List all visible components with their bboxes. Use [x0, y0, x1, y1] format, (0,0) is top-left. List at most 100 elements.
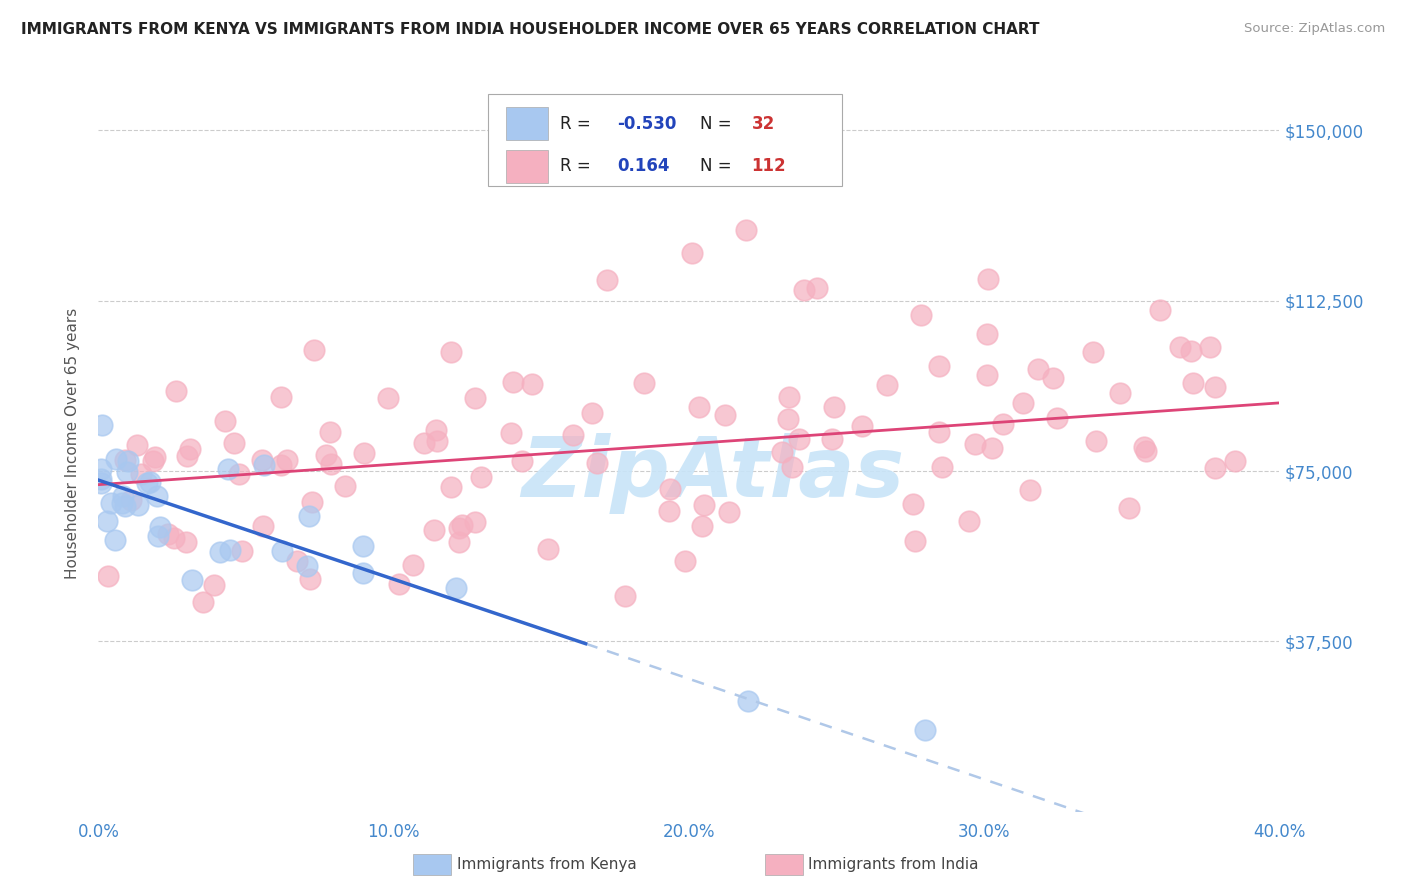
Point: [413, 435, 436, 450]
Point: [219, 543, 242, 558]
Point: [464, 391, 486, 405]
Point: [1199, 340, 1222, 354]
Point: [315, 448, 337, 462]
Point: [1042, 371, 1064, 385]
Point: [520, 376, 543, 391]
Point: [217, 462, 239, 476]
Point: [127, 438, 149, 452]
Point: [770, 445, 793, 459]
Point: [224, 436, 246, 450]
Point: [252, 518, 274, 533]
Point: [806, 281, 828, 295]
Point: [149, 520, 172, 534]
Point: [114, 499, 136, 513]
Point: [301, 495, 323, 509]
Point: [675, 554, 697, 568]
Point: [976, 326, 998, 341]
Point: [352, 566, 374, 580]
Point: [718, 505, 741, 519]
Point: [1135, 444, 1157, 458]
Point: [502, 375, 524, 389]
Point: [319, 457, 342, 471]
Point: [980, 441, 1002, 455]
Point: [97, 569, 120, 583]
Text: 112: 112: [752, 157, 786, 176]
Point: [402, 558, 425, 572]
Point: [977, 272, 1000, 286]
Point: [787, 432, 810, 446]
Point: [586, 456, 609, 470]
Point: [910, 309, 932, 323]
Point: [614, 590, 637, 604]
Point: [688, 400, 710, 414]
Point: [139, 475, 162, 490]
Text: 32: 32: [752, 115, 775, 133]
Point: [352, 539, 374, 553]
Point: [335, 478, 357, 492]
Point: [90, 475, 112, 490]
Point: [90, 472, 112, 486]
Point: [447, 521, 470, 535]
Point: [780, 459, 803, 474]
Point: [143, 450, 166, 465]
Point: [165, 384, 187, 398]
Point: [778, 412, 800, 426]
Point: [713, 408, 735, 422]
Point: [449, 534, 471, 549]
Point: [163, 531, 186, 545]
FancyBboxPatch shape: [488, 95, 842, 186]
Point: [957, 514, 980, 528]
Point: [561, 428, 583, 442]
Point: [735, 223, 758, 237]
Point: [501, 426, 523, 441]
Point: [823, 401, 845, 415]
Point: [633, 376, 655, 390]
FancyBboxPatch shape: [506, 107, 548, 140]
Point: [426, 434, 449, 449]
Point: [1018, 483, 1040, 498]
Point: [179, 442, 201, 456]
Point: [1046, 410, 1069, 425]
Point: [510, 454, 533, 468]
Text: -0.530: -0.530: [617, 115, 676, 133]
Point: [596, 273, 619, 287]
Text: N =: N =: [700, 157, 737, 176]
Text: Source: ZipAtlas.com: Source: ZipAtlas.com: [1244, 22, 1385, 36]
Point: [114, 453, 136, 467]
Point: [298, 509, 321, 524]
Point: [142, 454, 165, 468]
Point: [96, 514, 118, 528]
Point: [129, 467, 152, 481]
Point: [111, 496, 134, 510]
Point: [253, 458, 276, 473]
Point: [440, 345, 463, 359]
Point: [1118, 501, 1140, 516]
Point: [976, 368, 998, 382]
Point: [1132, 440, 1154, 454]
Point: [353, 446, 375, 460]
Point: [965, 437, 987, 451]
Point: [444, 581, 467, 595]
Point: [903, 496, 925, 510]
Point: [793, 283, 815, 297]
Point: [1081, 345, 1104, 359]
Point: [104, 533, 127, 547]
Point: [1180, 343, 1202, 358]
Point: [659, 482, 682, 496]
Point: [1204, 460, 1226, 475]
Point: [851, 419, 873, 434]
Point: [778, 390, 800, 404]
Point: [270, 390, 292, 404]
Point: [1223, 454, 1246, 468]
Point: [120, 492, 142, 507]
Point: [693, 498, 716, 512]
Point: [537, 542, 560, 557]
Text: IMMIGRANTS FROM KENYA VS IMMIGRANTS FROM INDIA HOUSEHOLDER INCOME OVER 65 YEARS : IMMIGRANTS FROM KENYA VS IMMIGRANTS FROM…: [21, 22, 1039, 37]
Point: [737, 694, 759, 708]
Point: [146, 529, 169, 543]
Point: [876, 377, 898, 392]
Point: [157, 527, 180, 541]
Point: [657, 504, 679, 518]
Point: [270, 458, 292, 472]
Y-axis label: Householder Income Over 65 years: Householder Income Over 65 years: [65, 308, 80, 580]
